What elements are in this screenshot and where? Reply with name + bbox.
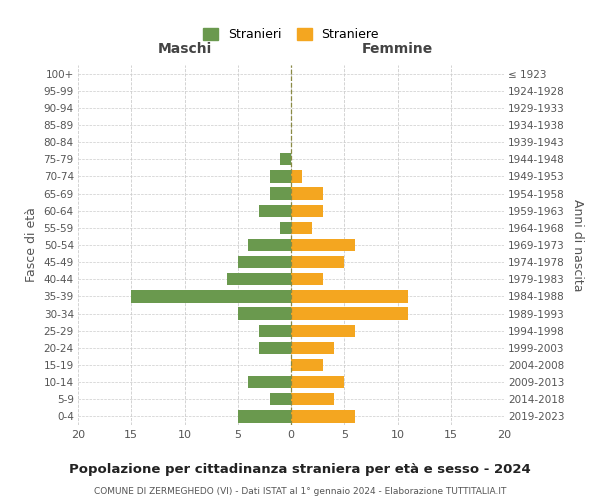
Bar [259, 204, 291, 217]
Text: Maschi: Maschi [157, 42, 212, 56]
Bar [291, 239, 355, 251]
Bar [291, 204, 323, 217]
Bar [291, 256, 344, 268]
Bar [291, 410, 355, 422]
Y-axis label: Anni di nascita: Anni di nascita [571, 198, 584, 291]
Bar [238, 256, 291, 268]
Bar [270, 170, 291, 182]
Bar [291, 308, 408, 320]
Bar [248, 239, 291, 251]
Bar [280, 222, 291, 234]
Bar [291, 342, 334, 354]
Bar [291, 222, 313, 234]
Bar [270, 393, 291, 406]
Bar [270, 188, 291, 200]
Bar [291, 188, 323, 200]
Bar [248, 376, 291, 388]
Bar [291, 324, 355, 337]
Text: Femmine: Femmine [362, 42, 433, 56]
Bar [280, 153, 291, 166]
Bar [227, 273, 291, 285]
Legend: Stranieri, Straniere: Stranieri, Straniere [199, 24, 383, 45]
Y-axis label: Fasce di età: Fasce di età [25, 208, 38, 282]
Bar [131, 290, 291, 302]
Bar [238, 308, 291, 320]
Bar [259, 342, 291, 354]
Text: Popolazione per cittadinanza straniera per età e sesso - 2024: Popolazione per cittadinanza straniera p… [69, 462, 531, 475]
Bar [291, 376, 344, 388]
Bar [259, 324, 291, 337]
Bar [238, 410, 291, 422]
Bar [291, 170, 302, 182]
Bar [291, 359, 323, 371]
Bar [291, 290, 408, 302]
Bar [291, 393, 334, 406]
Text: COMUNE DI ZERMEGHEDO (VI) - Dati ISTAT al 1° gennaio 2024 - Elaborazione TUTTITA: COMUNE DI ZERMEGHEDO (VI) - Dati ISTAT a… [94, 488, 506, 496]
Bar [291, 273, 323, 285]
